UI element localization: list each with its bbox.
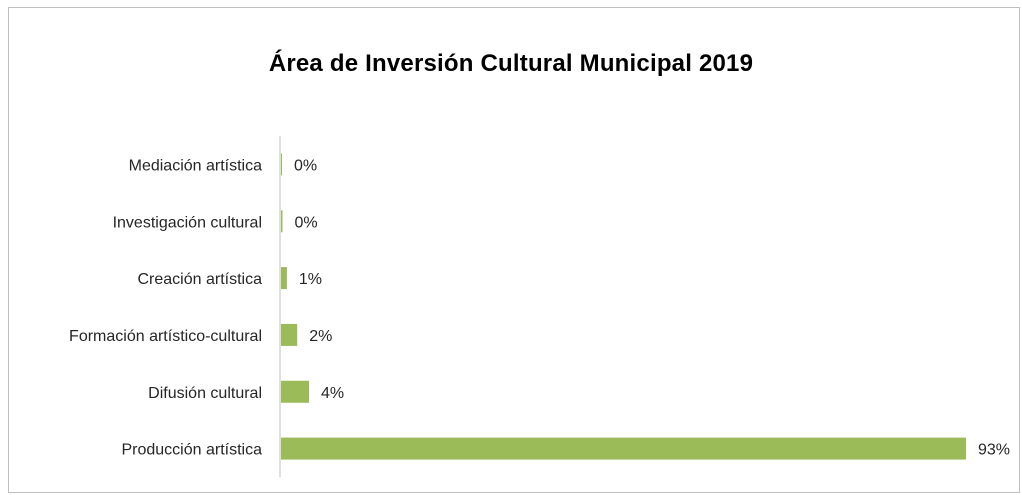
bar [281,380,309,403]
data-label: 0% [294,214,317,231]
bar [281,153,282,176]
data-label: 1% [299,271,322,288]
data-label: 93% [978,442,1010,459]
bar [281,323,298,346]
chart-frame [8,7,1020,493]
category-label: Difusión cultural [148,385,262,402]
category-label: Producción artística [121,442,262,459]
category-label: Creación artística [138,271,263,288]
category-label: Formación artístico-cultural [69,328,262,345]
data-label: 4% [321,385,344,402]
data-label: 2% [309,328,332,345]
category-label: Investigación cultural [113,214,262,231]
bar [281,437,966,460]
bar [281,267,287,290]
data-label: 0% [294,157,317,174]
category-label: Mediación artística [129,157,262,174]
bar [281,210,283,233]
chart-title: Área de Inversión Cultural Municipal 201… [268,50,754,77]
